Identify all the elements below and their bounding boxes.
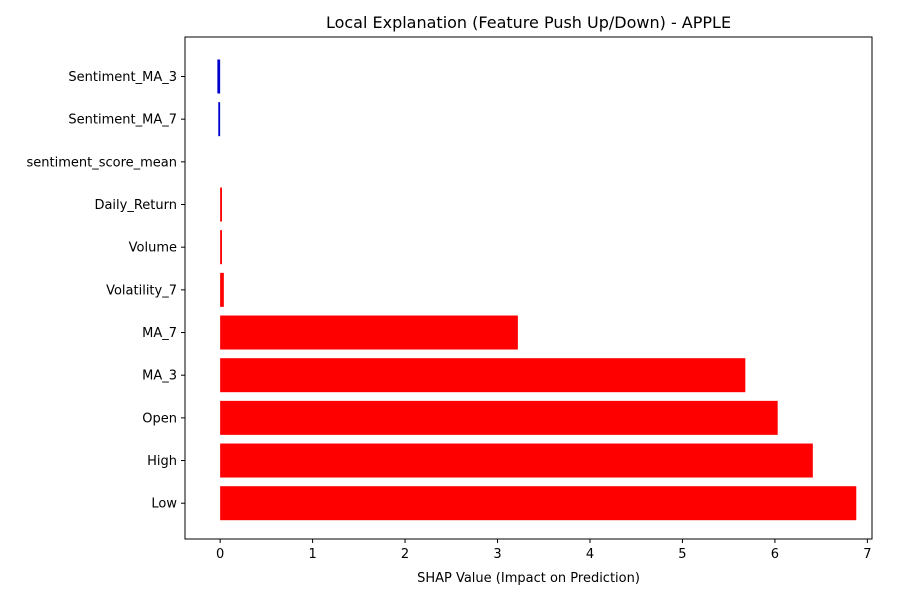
y-tick-label: Daily_Return [94,198,177,213]
bar-Sentiment_MA_3 [217,59,221,94]
y-tick-label: MA_3 [142,369,177,384]
x-tick-label: 2 [401,547,409,562]
bar-MA_3 [220,358,746,393]
x-axis: 0 1 2 3 4 5 6 7 [216,539,872,562]
x-tick-label: 7 [863,547,871,562]
y-tick-label: Sentiment_MA_3 [68,70,177,85]
bars-layer [217,59,857,521]
bar-Sentiment_MA_7 [218,102,221,137]
bar-Low [220,486,857,521]
bar-Volume [220,230,222,265]
x-tick-label: 1 [308,547,316,562]
x-tick-label: 0 [216,547,224,562]
x-tick-label: 5 [678,547,686,562]
x-tick-label: 6 [771,547,779,562]
bar-High [220,443,813,478]
bar-Open [220,400,778,435]
y-tick-label: Volatility_7 [106,283,177,298]
y-tick-label: Open [142,411,177,426]
y-tick-label: sentiment_score_mean [26,155,177,170]
x-tick-label: 4 [586,547,594,562]
y-tick-label: Volume [129,241,177,256]
x-tick-label: 3 [493,547,501,562]
bar-Daily_Return [220,187,222,222]
x-axis-label: SHAP Value (Impact on Prediction) [417,571,640,586]
chart-title: Local Explanation (Feature Push Up/Down)… [326,13,731,32]
y-tick-label: High [147,454,177,469]
y-tick-label: Low [151,497,177,512]
plot-frame [184,36,873,540]
bar-MA_7 [220,315,518,350]
bar-Volatility_7 [220,272,224,307]
y-tick-label: MA_7 [142,326,177,341]
y-axis: Sentiment_MA_3 Sentiment_MA_7 sentiment_sc… [26,70,185,512]
y-tick-label: Sentiment_MA_7 [68,113,177,128]
